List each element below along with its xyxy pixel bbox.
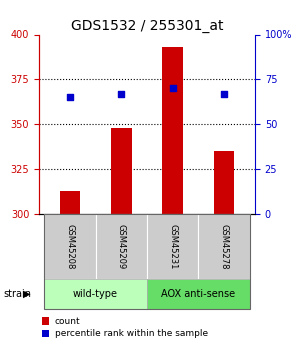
Title: GDS1532 / 255301_at: GDS1532 / 255301_at	[71, 19, 223, 33]
Text: strain: strain	[3, 289, 31, 299]
Bar	[111, 128, 132, 214]
Bar	[214, 151, 234, 214]
Text: AOX anti-sense: AOX anti-sense	[161, 289, 236, 299]
Text: GSM45231: GSM45231	[168, 224, 177, 269]
Point	[170, 86, 175, 91]
Text: GSM45209: GSM45209	[117, 224, 126, 269]
Point	[222, 91, 226, 97]
Bar	[60, 190, 80, 214]
Point	[68, 95, 72, 100]
Text: ▶: ▶	[22, 289, 30, 299]
Text: count: count	[55, 317, 80, 326]
Bar	[162, 47, 183, 214]
Text: percentile rank within the sample: percentile rank within the sample	[55, 329, 208, 338]
Text: GSM45278: GSM45278	[220, 224, 229, 269]
Text: wild-type: wild-type	[73, 289, 118, 299]
Point	[119, 91, 124, 97]
Text: GSM45208: GSM45208	[65, 224, 74, 269]
